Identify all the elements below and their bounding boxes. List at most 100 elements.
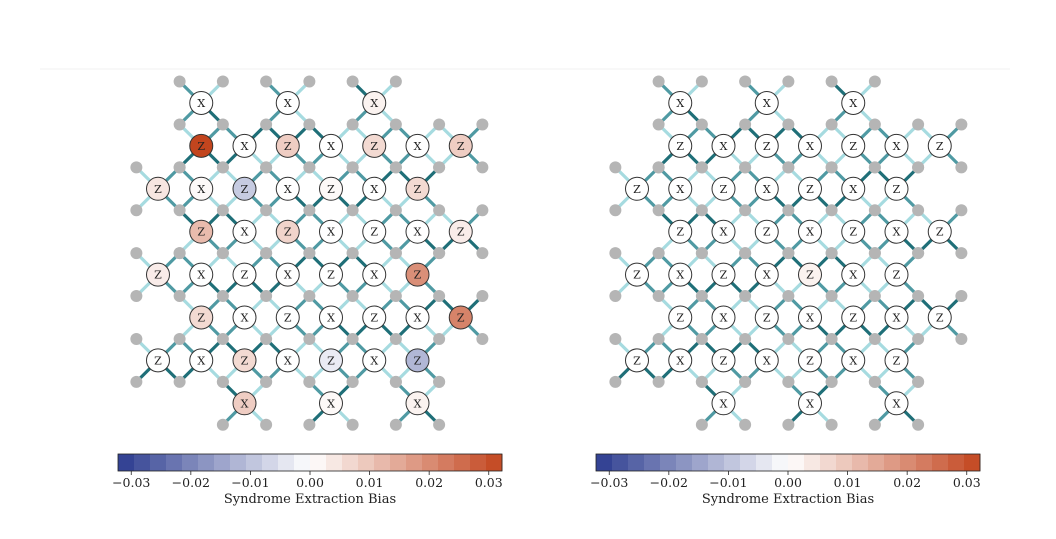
stabilizer-circle [668,176,693,201]
stabilizer-label: X [849,183,857,196]
colorbar-tick-label: 0.02 [415,475,443,490]
stabilizer-circle [841,176,866,201]
stabilizer-circle [711,262,736,287]
stabilizer-label: Z [806,354,814,367]
stabilizer-label: Z [936,226,944,239]
colorbar-segment [772,454,789,471]
stabilizer-circle [625,262,649,287]
stabilizer-circle [448,219,473,244]
data-qubit [609,161,622,174]
stabilizer-label: Z [414,354,422,367]
stabilizer-label: X [197,354,205,367]
data-qubit [303,118,316,131]
stabilizer-circle [884,133,909,158]
stabilizer-label: Z [936,312,944,325]
stabilizer-circle [884,176,909,201]
x-stabilizer-node: X [232,133,257,158]
data-qubit [433,332,446,345]
x-stabilizer-node: X [798,391,822,416]
colorbar-segment [756,454,773,471]
colorbar-segment [118,454,135,471]
data-qubit [389,375,402,388]
stabilizer-label: X [893,140,901,153]
data-qubit [433,418,446,431]
stabilizer-label: X [806,312,814,325]
data-qubit [260,247,273,260]
data-qubit [739,418,752,431]
stabilizer-circle [668,262,693,287]
stabilizer-label: Z [457,312,465,325]
x-stabilizer-node: X [189,348,214,373]
x-stabilizer-node: X [362,91,387,115]
stabilizer-circle [754,91,779,115]
data-qubit [346,118,359,131]
colorbar-segment [438,454,455,471]
z-stabilizer-node: Z [232,176,257,201]
stabilizer-circle [798,219,822,244]
stabilizer-circle [275,305,300,330]
data-qubit [173,161,186,174]
stabilizer-label: Z [676,226,684,239]
colorbar-segment [948,454,965,471]
stabilizer-circle [232,219,257,244]
data-qubit [782,418,795,431]
data-qubit [260,332,273,345]
stabilizer-label: Z [893,354,901,367]
data-qubit [739,332,752,345]
stabilizer-circle [927,219,952,244]
colorbar-segment [740,454,757,471]
stabilizer-label: X [327,312,335,325]
stabilizer-label: Z [284,312,292,325]
stabilizer-circle [754,348,779,373]
data-qubit [782,290,795,303]
colorbar-segment [294,454,311,471]
data-qubit [303,290,316,303]
stabilizer-circle [841,348,866,373]
data-qubit [695,161,708,174]
x-stabilizer-node: X [884,305,909,330]
data-qubit [216,75,229,88]
x-stabilizer-node: X [841,176,866,201]
data-qubit [825,418,838,431]
stabilizer-circle [405,133,430,158]
data-qubit [825,75,838,88]
stabilizer-label: Z [241,354,249,367]
stabilizer-circle [754,305,779,330]
x-stabilizer-node: X [232,305,257,330]
right-lattice-panel: X X X Z X Z X Z X Z Z X Z X Z X Z Z X Z X Z X Z Z X Z X Z X Z Z X Z X Z X Z Z X… [609,75,968,431]
stabilizer-label: Z [633,354,641,367]
colorbar-tick-label: 0.03 [953,475,981,490]
x-stabilizer-node: X [884,133,909,158]
stabilizer-label: X [284,97,292,110]
x-stabilizer-node: X [275,348,300,373]
data-qubit [955,161,968,174]
stabilizer-circle [798,305,822,330]
data-qubit [476,204,489,217]
stabilizer-circle [884,262,909,287]
z-stabilizer-node: Z [319,262,343,287]
stabilizer-circle [319,219,343,244]
z-stabilizer-node: Z [754,305,779,330]
colorbar-title: Syndrome Extraction Bias [702,492,874,507]
stabilizer-circle [189,219,214,244]
data-qubit [173,204,186,217]
stabilizer-label: X [893,312,901,325]
z-stabilizer-node: Z [405,176,430,201]
data-qubit [825,161,838,174]
stabilizer-label: X [284,354,292,367]
data-qubit [433,161,446,174]
data-qubit [346,161,359,174]
z-stabilizer-node: Z [841,305,866,330]
x-stabilizer-node: X [798,219,822,244]
z-stabilizer-node: Z [625,262,649,287]
stabilizer-circle [798,391,822,416]
stabilizer-circle [189,91,214,115]
stabilizer-circle [448,305,473,330]
x-stabilizer-node: X [405,219,430,244]
stabilizer-label: Z [457,226,465,239]
stabilizer-label: X [197,97,205,110]
data-qubit [130,332,143,345]
stabilizer-label: Z [720,269,728,282]
stabilizer-label: Z [806,269,814,282]
data-qubit [389,290,402,303]
